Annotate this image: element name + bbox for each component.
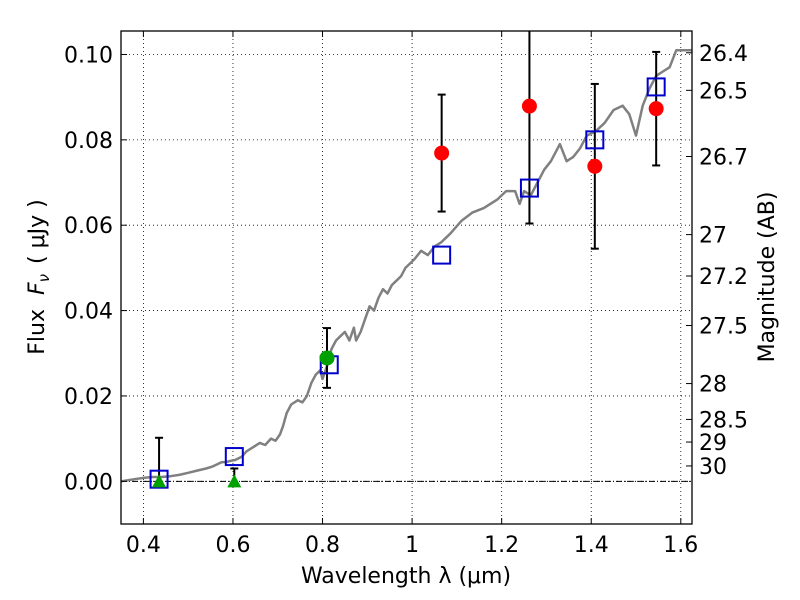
data-layer	[120, 31, 692, 489]
y-tick-label: 0.04	[64, 300, 113, 325]
y2-tick-label: 27	[699, 224, 727, 249]
detection-point	[434, 145, 450, 161]
x-tick-label: 1.6	[663, 533, 698, 558]
y-axis-label: Flux Fν ( μJy )	[25, 199, 53, 354]
y-tick-label: 0.10	[64, 43, 113, 68]
model-photometry-point	[149, 469, 169, 489]
y-axis-label-word: Flux	[25, 309, 50, 355]
x-tick-label: 1.2	[484, 533, 519, 558]
y-axis-label-symbol: F	[25, 282, 50, 295]
y2-tick-label: 30	[699, 455, 727, 480]
y2-tick-label: 26.5	[699, 79, 748, 104]
y2-tick-label: 28.5	[699, 408, 748, 433]
tick-layer: 0.4 0.6 0.8 1 1.2 1.4 1.6 0.00 0.02 0.04 0.06 0.08 0…	[64, 31, 748, 558]
x-tick-label: 0.6	[215, 533, 250, 558]
y2-tick-label: 26.7	[699, 145, 748, 170]
y-axis-label-subscript: ν	[35, 274, 53, 282]
model-photometry-point	[519, 178, 539, 198]
y2-tick-label: 26.4	[699, 42, 748, 67]
x-tick-label: 0.8	[305, 533, 340, 558]
model-photometry-point	[432, 245, 452, 265]
detection-point	[648, 101, 664, 117]
x-tick-label: 1	[405, 533, 419, 558]
grid-layer	[121, 31, 692, 524]
y2-tick-label: 28	[699, 373, 727, 398]
y-tick-label: 0.00	[64, 470, 113, 495]
model-photometry-point	[224, 447, 244, 467]
y2-tick-label: 27.5	[699, 315, 748, 340]
model-photometry-point	[585, 130, 605, 150]
plot-frame	[120, 30, 693, 525]
detection-point	[587, 158, 603, 174]
y-tick-label: 0.02	[64, 385, 113, 410]
y2-tick-label: 29	[699, 431, 727, 456]
y-axis-label-unit: ( μJy )	[25, 199, 50, 264]
sed-line	[120, 48, 692, 483]
model-photometry-point	[646, 77, 666, 97]
non-detection-point	[152, 474, 167, 488]
right-axis-label: Magnitude (AB)	[755, 192, 780, 363]
x-axis-label: Wavelength λ (μm)	[301, 564, 511, 589]
non-detection-point	[227, 474, 242, 488]
y-tick-label: 0.06	[64, 214, 113, 239]
y-tick-label: 0.08	[64, 129, 113, 154]
y2-tick-label: 27.2	[699, 265, 748, 290]
detection-point	[521, 98, 537, 114]
x-tick-label: 0.4	[126, 533, 161, 558]
detection-point	[319, 350, 335, 366]
x-tick-label: 1.4	[574, 533, 609, 558]
